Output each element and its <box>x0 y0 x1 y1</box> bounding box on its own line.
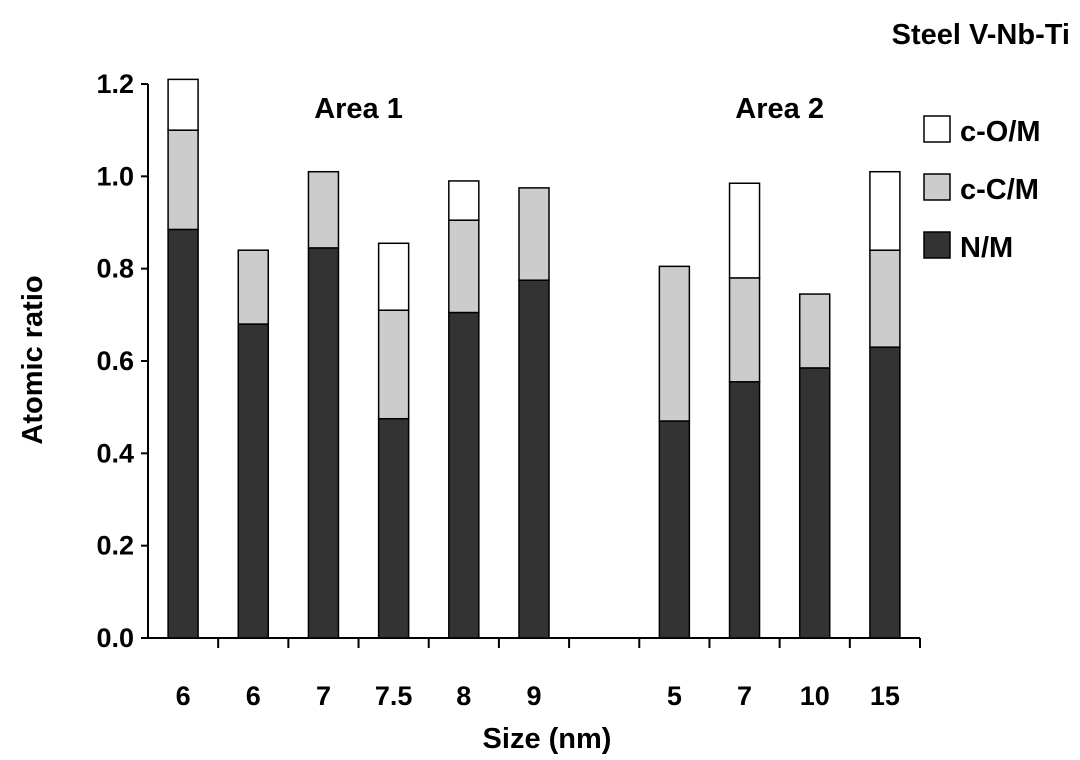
bar-segment-n-m <box>518 279 550 639</box>
bar-segment-c-c-m <box>658 265 691 422</box>
bar-segment-c-c-m <box>518 187 550 281</box>
x-tick-label: 15 <box>870 681 900 711</box>
x-tick-label: 6 <box>176 681 191 711</box>
chart-title: Steel V-Nb-Ti <box>892 19 1070 51</box>
bar-segment-n-m <box>377 417 410 639</box>
legend-label: c-O/M <box>960 116 1041 148</box>
bar-segment-n-m <box>448 311 480 639</box>
bar-segment-c-o-m <box>377 242 410 311</box>
y-tick-label: 0.2 <box>96 531 134 561</box>
x-axis-title: Size (nm) <box>483 723 612 755</box>
legend-label: c-C/M <box>960 174 1039 206</box>
labels: 0.0 0.2 0.4 0.6 0.8 1.0 1.2 6 6 7 7.5 8 9 5 7 10 15 Area … <box>96 69 899 711</box>
legend-swatch <box>923 231 951 259</box>
bar-segment-n-m <box>237 323 270 639</box>
y-axis-title: Atomic ratio <box>17 275 49 444</box>
x-tick-label: 9 <box>526 681 541 711</box>
bars <box>167 78 901 639</box>
y-tick-label: 0.0 <box>96 623 134 653</box>
bar-segment-c-o-m <box>869 170 901 251</box>
bar-segment-c-o-m <box>448 180 480 221</box>
group-label: Area 1 <box>314 93 403 125</box>
bar-segment-n-m <box>728 381 761 639</box>
x-tick-label: 7 <box>316 681 331 711</box>
bar-segment-c-c-m <box>237 249 270 325</box>
bar-segment-n-m <box>798 367 831 639</box>
bar-segment-c-c-m <box>448 219 480 314</box>
bar-segment-n-m <box>869 346 901 639</box>
bar-segment-c-c-m <box>869 249 901 348</box>
legend-swatch <box>923 115 951 143</box>
bar-segment-c-o-m <box>167 78 199 131</box>
bar-segment-c-c-m <box>167 129 199 231</box>
y-tick-label: 0.4 <box>96 438 134 468</box>
bar-segment-c-c-m <box>798 293 831 369</box>
legend-label: N/M <box>960 232 1013 264</box>
x-tick-label: 7.5 <box>375 681 413 711</box>
x-tick-label: 6 <box>246 681 261 711</box>
y-tick-label: 0.8 <box>96 254 134 284</box>
bar-segment-n-m <box>167 228 199 639</box>
bar-segment-n-m <box>307 247 340 639</box>
y-tick-label: 1.2 <box>96 69 134 99</box>
legend-swatch <box>923 173 951 201</box>
group-label: Area 2 <box>735 93 824 125</box>
bar-segment-c-o-m <box>728 182 761 279</box>
bar-segment-n-m <box>658 420 691 639</box>
axes <box>141 83 921 648</box>
legend: c-O/M c-C/M N/M <box>923 115 1041 264</box>
bar-segment-c-c-m <box>728 277 761 383</box>
x-tick-label: 7 <box>737 681 752 711</box>
x-tick-label: 10 <box>800 681 830 711</box>
bar-segment-c-c-m <box>377 309 410 420</box>
x-tick-label: 8 <box>456 681 471 711</box>
y-tick-label: 0.6 <box>96 346 134 376</box>
x-tick-label: 5 <box>667 681 682 711</box>
bar-segment-c-c-m <box>307 170 340 249</box>
y-tick-label: 1.0 <box>96 161 134 191</box>
